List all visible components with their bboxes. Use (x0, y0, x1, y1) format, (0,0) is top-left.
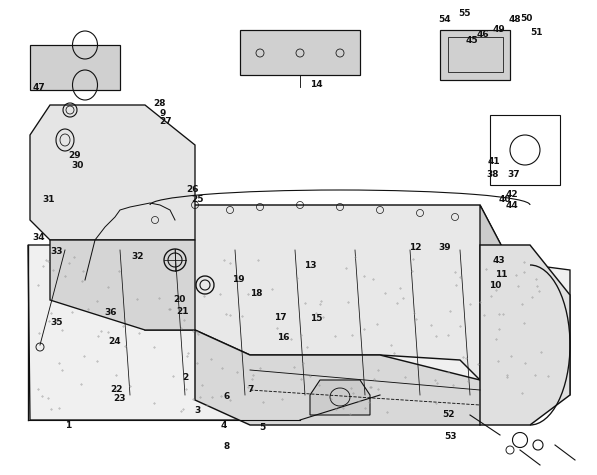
Text: 25: 25 (191, 195, 203, 204)
Text: 11: 11 (496, 270, 507, 279)
Text: 53: 53 (445, 432, 457, 440)
Text: 28: 28 (154, 99, 166, 108)
Text: 4: 4 (221, 421, 227, 429)
Text: 17: 17 (274, 313, 287, 322)
Text: 9: 9 (160, 110, 166, 118)
Text: 33: 33 (51, 247, 63, 256)
Polygon shape (310, 380, 370, 415)
Text: 14: 14 (310, 80, 323, 89)
Text: 27: 27 (159, 117, 173, 125)
Polygon shape (480, 205, 530, 380)
Text: 42: 42 (506, 190, 519, 199)
Text: 48: 48 (508, 16, 521, 24)
Text: 35: 35 (51, 318, 63, 326)
Text: 43: 43 (492, 256, 505, 265)
Text: 30: 30 (72, 161, 84, 170)
Polygon shape (195, 330, 530, 425)
Polygon shape (28, 245, 570, 420)
Text: 5: 5 (260, 423, 266, 432)
Polygon shape (440, 30, 510, 80)
Text: 26: 26 (186, 186, 198, 194)
Text: 21: 21 (176, 307, 188, 315)
Text: 36: 36 (104, 308, 116, 317)
Text: 46: 46 (476, 30, 489, 38)
Text: 47: 47 (32, 84, 45, 92)
Text: 15: 15 (310, 314, 322, 323)
Polygon shape (240, 30, 360, 75)
Text: 2: 2 (182, 373, 188, 382)
Polygon shape (50, 240, 195, 330)
Text: 50: 50 (521, 14, 533, 22)
Text: 16: 16 (278, 333, 290, 342)
Text: 52: 52 (443, 410, 455, 418)
Text: 18: 18 (251, 289, 263, 298)
Text: 39: 39 (438, 244, 451, 252)
Text: 20: 20 (173, 295, 185, 304)
Text: 44: 44 (506, 201, 519, 209)
Text: 3: 3 (194, 407, 200, 415)
Text: 45: 45 (465, 36, 478, 45)
Text: 13: 13 (304, 261, 316, 269)
Text: 54: 54 (438, 16, 451, 24)
Text: 7: 7 (248, 385, 254, 394)
Text: 1: 1 (66, 421, 72, 429)
Text: 12: 12 (409, 244, 421, 252)
Text: 40: 40 (498, 195, 510, 204)
Text: 24: 24 (108, 338, 121, 346)
Text: 31: 31 (43, 195, 55, 204)
Text: 51: 51 (530, 28, 542, 37)
Bar (448, 37, 503, 72)
Text: 55: 55 (458, 9, 470, 18)
Text: 37: 37 (507, 171, 520, 179)
Text: 23: 23 (113, 394, 125, 402)
Text: 19: 19 (232, 275, 245, 284)
Text: 41: 41 (488, 157, 501, 166)
Text: 38: 38 (487, 171, 499, 179)
Text: 8: 8 (224, 442, 230, 451)
Text: 29: 29 (68, 152, 81, 160)
Polygon shape (30, 105, 195, 240)
Polygon shape (30, 45, 120, 90)
Polygon shape (480, 245, 570, 425)
Text: 34: 34 (32, 233, 45, 242)
Text: 22: 22 (110, 385, 122, 394)
Text: 49: 49 (492, 25, 505, 34)
Polygon shape (145, 205, 530, 380)
Text: 32: 32 (131, 252, 143, 261)
Text: 6: 6 (224, 392, 230, 401)
Text: 10: 10 (490, 281, 501, 289)
